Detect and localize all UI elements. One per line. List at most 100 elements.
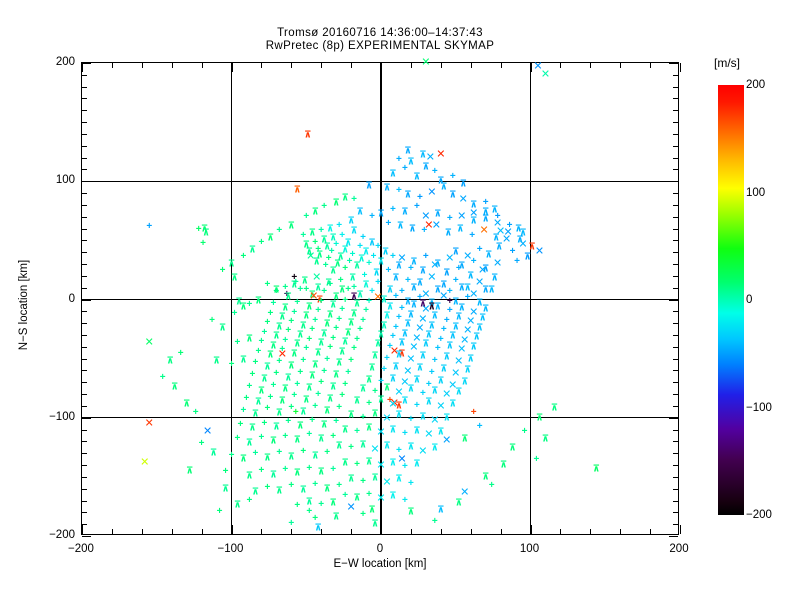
data-point: ⊼ — [269, 435, 278, 446]
data-point: ⊼ — [473, 331, 481, 342]
data-point: ⊼ — [245, 470, 254, 481]
data-point: + — [309, 324, 316, 336]
data-point: + — [509, 246, 516, 258]
data-point: ⊼ — [233, 499, 242, 510]
data-point: ⊼ — [336, 251, 345, 262]
data-point: + — [413, 399, 420, 411]
data-point: + — [240, 404, 247, 416]
gridline-vertical — [380, 63, 382, 534]
data-point: + — [297, 284, 304, 296]
data-point: + — [416, 191, 423, 203]
axis-tick-x — [560, 63, 562, 68]
y-tick-label: 200 — [55, 56, 75, 68]
data-point: ⊼ — [320, 419, 328, 430]
data-point: ⊼ — [269, 340, 278, 351]
data-point: ⊼ — [293, 434, 301, 445]
axis-tick-y — [82, 358, 87, 360]
data-point: ⊼ — [287, 360, 295, 371]
data-point: ⊼ — [386, 284, 394, 295]
axis-tick-y — [82, 63, 91, 64]
data-point: + — [396, 153, 402, 165]
data-point: ✕ — [427, 186, 437, 199]
colorbar-tick-label: −100 — [746, 401, 772, 414]
data-point: ⊼ — [365, 456, 373, 466]
plot-area: ✕ ✕ ✕ ⊼ ⊼ ✕ ✕ + + ⊼ ⊼ + ✕ ✕ ⊼ ⊼ ⊼ + ⊼ + ✕ ⊼ ⊼ ✕ ⊼ + ⊼ + ⊼ + ⊼ + ⊼ ✕ ⊼ + ✕ ⊼ ⊼ ✕… — [81, 57, 681, 537]
axis-tick-x — [650, 63, 652, 68]
data-point: ⊼ — [353, 260, 361, 271]
x-tick-label: 200 — [669, 543, 689, 555]
data-point: ⊼ — [365, 374, 373, 385]
axis-tick-y — [82, 500, 87, 502]
data-point: ⊼ — [422, 338, 430, 349]
data-point: + — [431, 165, 438, 177]
axis-tick-y — [82, 240, 87, 242]
data-point: ⊼ — [481, 263, 490, 274]
data-point: ⊼ — [419, 350, 427, 361]
data-point: ⊼ — [464, 364, 472, 375]
data-point: ✕ — [397, 453, 407, 466]
data-point: ✕ — [427, 271, 437, 284]
data-point: ✕ — [415, 322, 425, 335]
data-point: ⊼ — [440, 363, 448, 374]
data-point: ⊼ — [395, 349, 403, 360]
data-point: ⊼ — [479, 312, 487, 323]
data-point: ⊼ — [440, 181, 448, 192]
data-point: ⊼ — [296, 329, 304, 340]
data-point: ⊼ — [311, 359, 319, 370]
axis-tick-x — [650, 529, 652, 534]
axis-tick-y — [82, 417, 91, 419]
data-point: ⊼ — [383, 382, 391, 393]
data-point: + — [330, 430, 337, 442]
data-point: ⊼ — [371, 350, 379, 361]
data-point: ⊼ — [443, 267, 451, 278]
data-point: ⊼ — [461, 376, 469, 387]
data-point: ⊼ — [383, 440, 391, 451]
data-point: ⊼ — [467, 270, 475, 281]
data-point: + — [315, 305, 322, 317]
data-point: + — [361, 269, 368, 281]
data-point: + — [258, 431, 265, 443]
data-point: ✕ — [388, 398, 398, 411]
data-point: ✕ — [306, 250, 316, 263]
data-point: ⊼ — [428, 320, 436, 330]
data-point: ✕ — [412, 332, 422, 345]
y-axis-title: N−S location [km] — [18, 259, 30, 351]
data-point: ✕ — [469, 207, 479, 220]
axis-tick-x — [410, 63, 412, 68]
data-point: ⊼ — [395, 400, 403, 411]
data-point: ⊼ — [455, 386, 463, 397]
data-point: ✕ — [460, 334, 470, 347]
data-point: ⊼ — [320, 234, 328, 245]
data-point: ✕ — [144, 417, 154, 430]
axis-tick-x — [560, 529, 562, 534]
data-point: ⊼ — [320, 328, 328, 339]
data-point: ⊼ — [392, 361, 400, 372]
data-point: ⊼ — [404, 145, 412, 155]
data-point: ⊼ — [458, 302, 466, 313]
axis-tick-x — [680, 525, 681, 534]
data-point: ⊼ — [449, 398, 457, 409]
axis-tick-y — [673, 441, 678, 443]
data-point: ✕ — [403, 365, 413, 378]
data-point: ⊼ — [317, 337, 325, 348]
data-point: ⊼ — [347, 215, 355, 226]
data-point: ⊼ — [281, 383, 289, 394]
data-point: + — [351, 343, 357, 355]
data-point: ⊼ — [437, 426, 445, 437]
data-point: + — [273, 286, 280, 298]
axis-tick-y — [82, 512, 87, 514]
data-point: ⊼ — [458, 260, 466, 271]
axis-tick-y — [673, 394, 678, 396]
data-point: ⊼ — [458, 282, 466, 293]
data-point: + — [357, 241, 363, 253]
data-point: ✕ — [503, 226, 513, 239]
data-point: ✕ — [370, 443, 380, 456]
data-point: ⊼ — [455, 497, 463, 508]
data-point: + — [159, 371, 166, 383]
data-point: + — [328, 246, 335, 258]
axis-tick-y — [82, 86, 87, 88]
data-point: + — [360, 508, 366, 520]
axis-tick-y — [673, 287, 678, 289]
data-point: ✕ — [463, 324, 473, 337]
